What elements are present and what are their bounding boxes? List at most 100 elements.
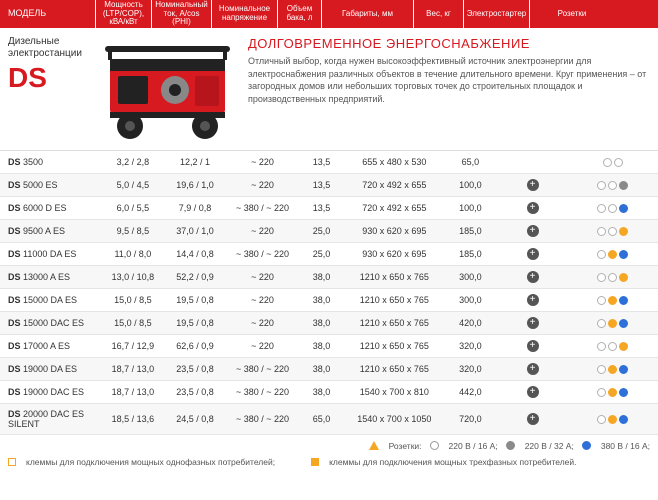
cell-starter: + — [497, 357, 568, 380]
cell-weight: 300,0 — [444, 288, 498, 311]
cell-power: 13,0 / 10,8 — [103, 265, 163, 288]
table-row: DS 17000 A ES16,7 / 12,962,6 / 0,9~ 2203… — [0, 334, 658, 357]
cell-dims: 655 x 480 x 530 — [345, 151, 444, 173]
table-row: DS 19000 DAC ES18,7 / 13,023,5 / 0,8~ 38… — [0, 380, 658, 403]
cell-sockets — [568, 151, 658, 173]
table-row: DS 20000 DAC ES SILENT18,5 / 13,624,5 / … — [0, 403, 658, 434]
generator-icon — [100, 34, 240, 144]
plus-icon: + — [527, 386, 539, 398]
cell-starter: + — [497, 334, 568, 357]
cell-tank: 13,5 — [298, 196, 345, 219]
cell-sockets — [568, 334, 658, 357]
cell-starter: + — [497, 403, 568, 434]
cell-power: 5,0 / 4,5 — [103, 173, 163, 196]
table-header-row: МОДЕЛЬ Мощность (LTP/COP), кВА/кВт Номин… — [0, 0, 658, 28]
legend-dot-380-16 — [582, 441, 591, 450]
table-row: DS 11000 DA ES11,0 / 8,014,4 / 0,8~ 380 … — [0, 242, 658, 265]
cell-tank: 25,0 — [298, 242, 345, 265]
hdr-dims: Габариты, мм — [322, 0, 414, 28]
table-row: DS 13000 A ES13,0 / 10,852,2 / 0,9~ 2203… — [0, 265, 658, 288]
plus-icon: + — [527, 271, 539, 283]
table-row: DS 6000 D ES6,0 / 5,57,9 / 0,8~ 380 / ~ … — [0, 196, 658, 219]
cell-model: DS 6000 D ES — [0, 196, 103, 219]
plus-icon: + — [527, 413, 539, 425]
cell-sockets — [568, 357, 658, 380]
legend-220-32: 220 В / 32 А; — [525, 441, 574, 451]
cell-sockets — [568, 403, 658, 434]
legend-380-16: 380 В / 16 А; — [601, 441, 650, 451]
cell-starter — [497, 151, 568, 173]
intro-subtitle: Дизельные электростанции — [8, 36, 92, 60]
cell-starter: + — [497, 380, 568, 403]
cell-sockets — [568, 265, 658, 288]
hdr-voltage: Номинальное напряжение — [212, 0, 278, 28]
cell-weight: 185,0 — [444, 242, 498, 265]
hdr-weight: Вес, кг — [414, 0, 464, 28]
cell-voltage: ~ 220 — [227, 265, 298, 288]
legend-three-phase: клеммы для подключения мощных трехфазных… — [329, 457, 576, 467]
cell-current: 19,5 / 0,8 — [163, 311, 227, 334]
plus-icon: + — [527, 248, 539, 260]
cell-power: 6,0 / 5,5 — [103, 196, 163, 219]
cell-current: 62,6 / 0,9 — [163, 334, 227, 357]
plus-icon: + — [527, 294, 539, 306]
table-row: DS 5000 ES5,0 / 4,519,6 / 1,0~ 22013,572… — [0, 173, 658, 196]
table-row: DS 9500 A ES9,5 / 8,537,0 / 1,0~ 22025,0… — [0, 219, 658, 242]
cell-model: DS 20000 DAC ES SILENT — [0, 403, 103, 434]
cell-voltage: ~ 380 / ~ 220 — [227, 403, 298, 434]
cell-sockets — [568, 196, 658, 219]
hdr-current: Номинальный ток, А/cos (PHI) — [152, 0, 212, 28]
cell-weight: 720,0 — [444, 403, 498, 434]
cell-model: DS 3500 — [0, 151, 103, 173]
plus-icon: + — [527, 179, 539, 191]
cell-tank: 38,0 — [298, 265, 345, 288]
cell-sockets — [568, 380, 658, 403]
legend-single-phase: клеммы для подключения мощных однофазных… — [26, 457, 275, 467]
cell-tank: 25,0 — [298, 219, 345, 242]
cell-dims: 720 x 492 x 655 — [345, 173, 444, 196]
cell-dims: 1210 x 650 x 765 — [345, 265, 444, 288]
cell-model: DS 19000 DAC ES — [0, 380, 103, 403]
legend-2: клеммы для подключения мощных однофазных… — [0, 457, 658, 473]
hdr-tank: Объем бака, л — [278, 0, 322, 28]
cell-starter: + — [497, 219, 568, 242]
cell-weight: 320,0 — [444, 334, 498, 357]
cell-dims: 930 x 620 x 695 — [345, 219, 444, 242]
cell-voltage: ~ 220 — [227, 173, 298, 196]
cell-current: 12,2 / 1 — [163, 151, 227, 173]
cell-starter: + — [497, 196, 568, 219]
cell-current: 37,0 / 1,0 — [163, 219, 227, 242]
plus-icon: + — [527, 340, 539, 352]
plus-icon: + — [527, 317, 539, 329]
hdr-model: МОДЕЛЬ — [0, 0, 96, 28]
cell-model: DS 19000 DA ES — [0, 357, 103, 380]
cell-current: 14,4 / 0,8 — [163, 242, 227, 265]
hdr-power: Мощность (LTP/COP), кВА/кВт — [96, 0, 152, 28]
cell-dims: 1210 x 650 x 765 — [345, 311, 444, 334]
cell-voltage: ~ 220 — [227, 219, 298, 242]
cell-starter: + — [497, 311, 568, 334]
cell-voltage: ~ 220 — [227, 288, 298, 311]
cell-model: DS 11000 DA ES — [0, 242, 103, 265]
cell-weight: 300,0 — [444, 265, 498, 288]
warning-icon — [369, 441, 379, 450]
spec-table: DS 35003,2 / 2,812,2 / 1~ 22013,5655 x 4… — [0, 151, 658, 435]
cell-voltage: ~ 220 — [227, 151, 298, 173]
legend-sq-three — [311, 458, 319, 466]
cell-dims: 1540 x 700 x 1050 — [345, 403, 444, 434]
table-row: DS 15000 DAC ES15,0 / 8,519,5 / 0,8~ 220… — [0, 311, 658, 334]
hdr-starter: Электростартер — [464, 0, 530, 28]
table-row: DS 35003,2 / 2,812,2 / 1~ 22013,5655 x 4… — [0, 151, 658, 173]
cell-weight: 185,0 — [444, 219, 498, 242]
legend: Розетки: 220 В / 16 А; 220 В / 32 А; 380… — [0, 435, 658, 457]
cell-dims: 930 x 620 x 695 — [345, 242, 444, 265]
cell-dims: 1210 x 650 x 765 — [345, 357, 444, 380]
intro-title: ДОЛГОВРЕМЕННОЕ ЭНЕРГОСНАБЖЕНИЕ — [248, 36, 650, 51]
legend-dot-220-16 — [430, 441, 439, 450]
cell-current: 19,5 / 0,8 — [163, 288, 227, 311]
legend-sq-single — [8, 458, 16, 466]
cell-voltage: ~ 380 / ~ 220 — [227, 357, 298, 380]
cell-power: 11,0 / 8,0 — [103, 242, 163, 265]
intro-brand: DS — [8, 62, 92, 94]
cell-voltage: ~ 380 / ~ 220 — [227, 242, 298, 265]
